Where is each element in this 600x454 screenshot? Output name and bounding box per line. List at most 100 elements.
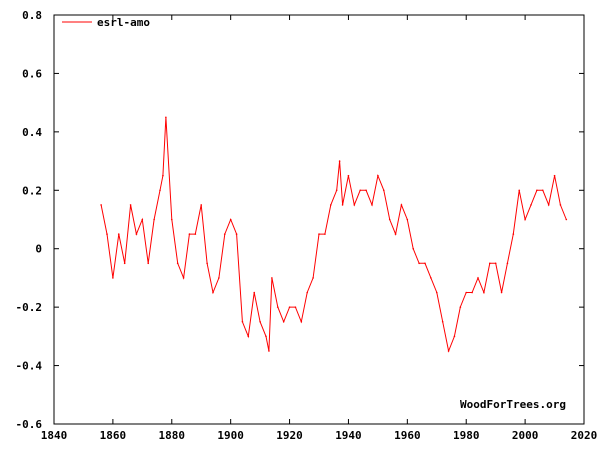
legend-label: esrl-amo	[97, 16, 150, 29]
data-point	[424, 262, 426, 265]
x-tick-label: 1980	[453, 429, 480, 442]
data-point	[341, 204, 344, 206]
data-point	[312, 277, 314, 279]
data-point	[435, 291, 438, 294]
data-point	[377, 174, 379, 177]
x-tick-label: 1900	[217, 429, 244, 442]
data-point	[512, 233, 515, 235]
x-tick-label: 1880	[159, 429, 186, 442]
data-point	[247, 335, 250, 338]
data-point	[218, 277, 220, 279]
data-point	[200, 204, 203, 206]
data-point	[406, 218, 409, 221]
data-point	[359, 189, 362, 192]
data-point	[347, 174, 350, 177]
data-point	[400, 204, 403, 206]
data-point	[553, 174, 556, 177]
data-point	[453, 335, 456, 338]
data-point	[559, 204, 562, 206]
data-point	[159, 189, 161, 192]
data-point	[123, 262, 126, 265]
data-point	[565, 218, 568, 221]
data-point	[294, 306, 297, 308]
x-tick-label: 2000	[512, 429, 539, 442]
data-point	[170, 218, 173, 221]
data-point	[188, 233, 191, 235]
data-point	[459, 306, 462, 308]
data-point	[235, 233, 238, 235]
data-point	[135, 233, 138, 235]
data-point	[306, 291, 309, 294]
data-point	[300, 320, 303, 323]
x-tick-label: 1860	[100, 429, 127, 442]
y-tick-label: -0.6	[16, 418, 43, 431]
data-point	[518, 189, 521, 192]
y-tick-label: -0.2	[16, 301, 43, 314]
data-point	[165, 116, 167, 119]
y-tick-label: 0.6	[22, 67, 42, 80]
data-point	[271, 277, 273, 279]
data-point	[194, 233, 197, 235]
data-point	[253, 291, 256, 294]
data-point	[371, 204, 373, 206]
data-point	[318, 233, 320, 235]
watermark-text: WoodForTrees.org	[460, 398, 566, 411]
x-tick-label: 1960	[394, 429, 421, 442]
data-point	[268, 350, 270, 352]
data-point	[100, 204, 102, 206]
y-tick-label: 0.2	[22, 184, 42, 197]
data-point	[494, 262, 497, 265]
data-point	[329, 204, 332, 206]
y-tick-label: 0	[35, 243, 42, 256]
data-point	[524, 218, 526, 221]
data-point	[212, 291, 214, 294]
y-tick-label: 0.4	[22, 126, 42, 139]
x-tick-label: 1920	[276, 429, 303, 442]
x-tick-label: 1940	[335, 429, 362, 442]
data-point	[506, 262, 509, 265]
data-point	[206, 262, 208, 265]
data-point	[276, 306, 279, 308]
data-point	[223, 233, 226, 235]
data-point	[129, 204, 132, 206]
data-point	[335, 189, 338, 192]
data-point	[265, 335, 267, 338]
data-point	[353, 204, 356, 206]
data-point	[412, 247, 415, 250]
data-point	[447, 350, 450, 352]
data-point	[477, 277, 479, 279]
data-point	[430, 277, 432, 279]
y-tick-label: -0.4	[16, 360, 43, 373]
data-point	[229, 218, 232, 221]
data-point	[488, 262, 491, 265]
data-point	[282, 320, 285, 323]
data-point	[500, 291, 503, 294]
data-point	[465, 291, 468, 294]
data-point	[394, 233, 397, 235]
data-point	[241, 320, 244, 323]
data-point	[259, 320, 261, 323]
data-point	[418, 262, 420, 265]
data-point	[530, 204, 532, 206]
data-point	[547, 204, 550, 206]
data-point	[541, 189, 544, 192]
data-point	[141, 218, 144, 221]
data-point	[365, 189, 367, 192]
data-point	[162, 174, 164, 177]
data-point	[147, 262, 150, 265]
x-tick-label: 1840	[41, 429, 68, 442]
data-point	[117, 233, 120, 235]
data-point	[288, 306, 291, 308]
data-point	[338, 160, 341, 162]
data-point	[382, 189, 385, 192]
data-point	[536, 189, 538, 192]
data-point	[388, 218, 391, 221]
y-tick-label: 0.8	[22, 9, 42, 22]
data-point	[106, 233, 108, 235]
data-point	[176, 262, 179, 265]
data-point	[471, 291, 473, 294]
data-point	[112, 277, 114, 279]
data-point	[182, 277, 185, 279]
data-point	[324, 233, 326, 235]
